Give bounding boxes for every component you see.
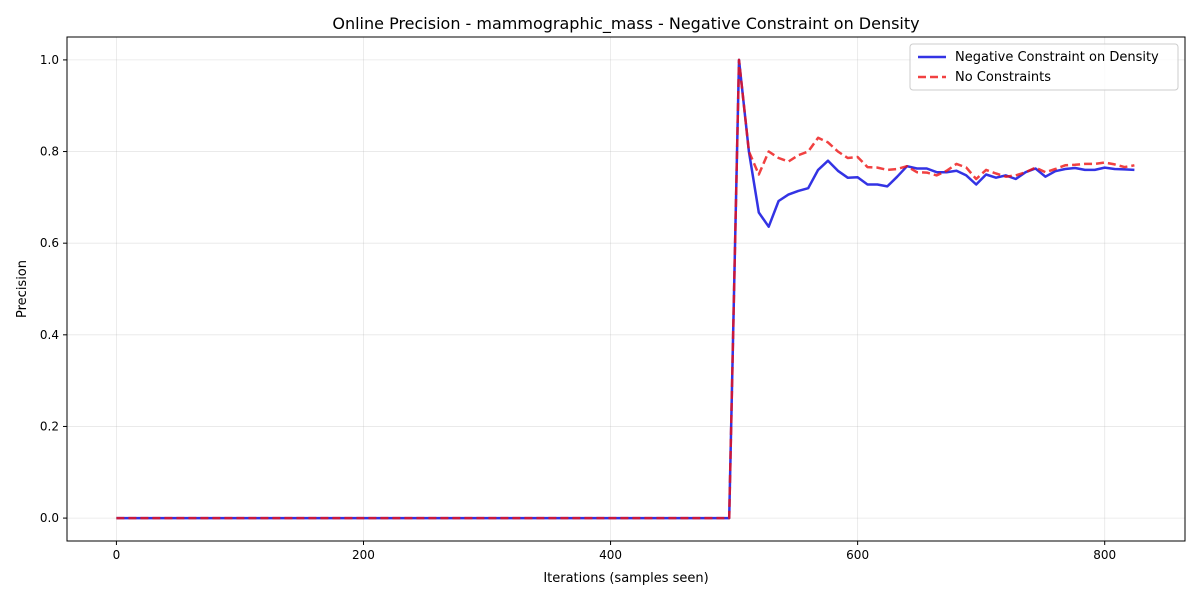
- x-tick-label: 400: [599, 548, 622, 562]
- x-tick-label: 600: [846, 548, 869, 562]
- x-axis-label: Iterations (samples seen): [543, 571, 708, 586]
- y-tick-label: 0.0: [40, 511, 59, 525]
- y-tick-label: 1.0: [40, 53, 59, 67]
- x-tick-label: 0: [113, 548, 121, 562]
- x-tick-label: 200: [352, 548, 375, 562]
- legend-label-negative-constraint: Negative Constraint on Density: [955, 50, 1159, 65]
- y-tick-label: 0.6: [40, 236, 59, 250]
- legend-label-no-constraints: No Constraints: [955, 70, 1051, 85]
- y-axis-label: Precision: [15, 260, 30, 318]
- legend: Negative Constraint on Density No Constr…: [909, 43, 1179, 91]
- plot-frame: [66, 36, 1186, 542]
- plot-lines: [116, 58, 1135, 520]
- y-axis-ticks: 0.0 0.2 0.4 0.6 0.8 1.0: [40, 53, 67, 525]
- x-axis-ticks: 0 200 400 600 800: [113, 541, 1116, 562]
- series-line-no-constraints: [116, 58, 1135, 520]
- legend-box: [909, 43, 1179, 91]
- x-tick-label: 800: [1093, 548, 1116, 562]
- series-line-negative-constraint: [116, 58, 1135, 520]
- y-tick-label: 0.4: [40, 328, 59, 342]
- chart-title: Online Precision - mammographic_mass - N…: [332, 14, 919, 34]
- y-tick-label: 0.2: [40, 419, 59, 433]
- y-tick-label: 0.8: [40, 145, 59, 159]
